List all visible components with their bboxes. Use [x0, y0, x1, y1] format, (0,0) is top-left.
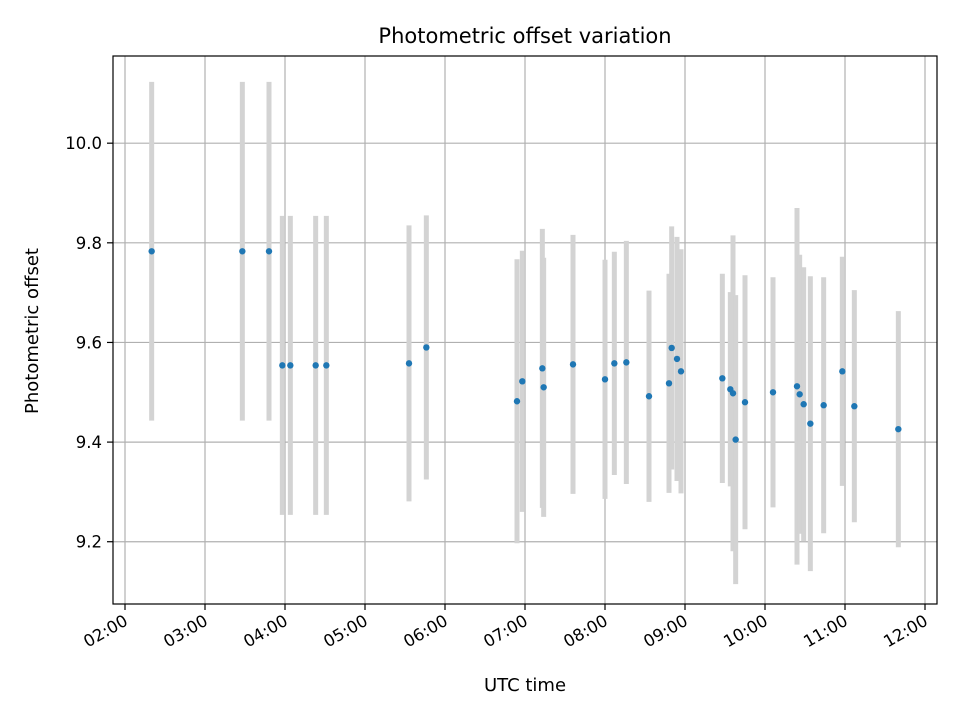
- x-axis-title: UTC time: [484, 675, 566, 696]
- data-point: [673, 355, 681, 363]
- data-point: [741, 399, 749, 406]
- data-point: [423, 344, 430, 351]
- data-point: [839, 368, 846, 375]
- x-tick-label: 12:00: [880, 611, 931, 651]
- x-tick-label: 04:00: [240, 611, 291, 651]
- data-point: [719, 375, 726, 382]
- y-tick-label: 9.4: [76, 433, 102, 452]
- data-point: [569, 361, 577, 368]
- data-point: [668, 344, 675, 352]
- grid-lines: [113, 56, 937, 604]
- chart-title: Photometric offset variation: [378, 24, 671, 48]
- data-point: [279, 362, 286, 369]
- data-point: [265, 248, 273, 255]
- data-point: [148, 248, 155, 255]
- data-point: [601, 376, 609, 383]
- x-tick-label: 07:00: [480, 611, 531, 651]
- data-point: [793, 383, 801, 390]
- x-axis-ticks: 02:00 03:00 04:00 05:00 06:00 07:00 08:00 09:00…: [80, 604, 931, 651]
- data-point: [895, 425, 902, 433]
- data-point: [729, 390, 737, 397]
- data-point: [513, 398, 521, 405]
- data-point: [519, 378, 526, 385]
- data-point: [287, 362, 294, 369]
- y-tick-label: 9.2: [76, 533, 102, 552]
- data-point: [540, 384, 547, 391]
- y-tick-label: 9.8: [76, 234, 102, 253]
- data-point: [820, 402, 827, 409]
- y-tick-label: 9.6: [76, 333, 102, 352]
- data-point: [611, 360, 618, 367]
- x-tick-label: 06:00: [400, 611, 451, 651]
- data-point: [807, 420, 814, 427]
- data-point: [851, 403, 858, 410]
- y-axis-ticks: 9.2 9.4 9.6 9.8 10.0: [65, 134, 113, 552]
- data-point: [323, 362, 330, 369]
- data-point: [312, 362, 319, 369]
- data-point: [800, 401, 807, 408]
- data-point: [405, 360, 413, 367]
- data-point: [665, 380, 673, 387]
- data-point: [623, 359, 630, 366]
- data-point: [796, 391, 803, 398]
- x-tick-label: 09:00: [640, 611, 691, 651]
- data-point: [239, 248, 246, 255]
- y-axis-title: Photometric offset: [22, 248, 43, 414]
- x-tick-label: 05:00: [320, 611, 371, 651]
- y-tick-label: 10.0: [65, 134, 102, 153]
- x-tick-label: 11:00: [800, 611, 851, 651]
- data-points: [148, 248, 902, 443]
- data-point: [645, 393, 653, 400]
- data-point: [539, 365, 546, 372]
- x-tick-label: 02:00: [80, 611, 131, 651]
- data-point: [732, 436, 739, 443]
- x-tick-label: 03:00: [160, 611, 211, 651]
- x-tick-label: 08:00: [560, 611, 611, 651]
- data-point: [677, 368, 685, 375]
- data-point: [769, 389, 777, 396]
- x-tick-label: 10:00: [720, 611, 771, 651]
